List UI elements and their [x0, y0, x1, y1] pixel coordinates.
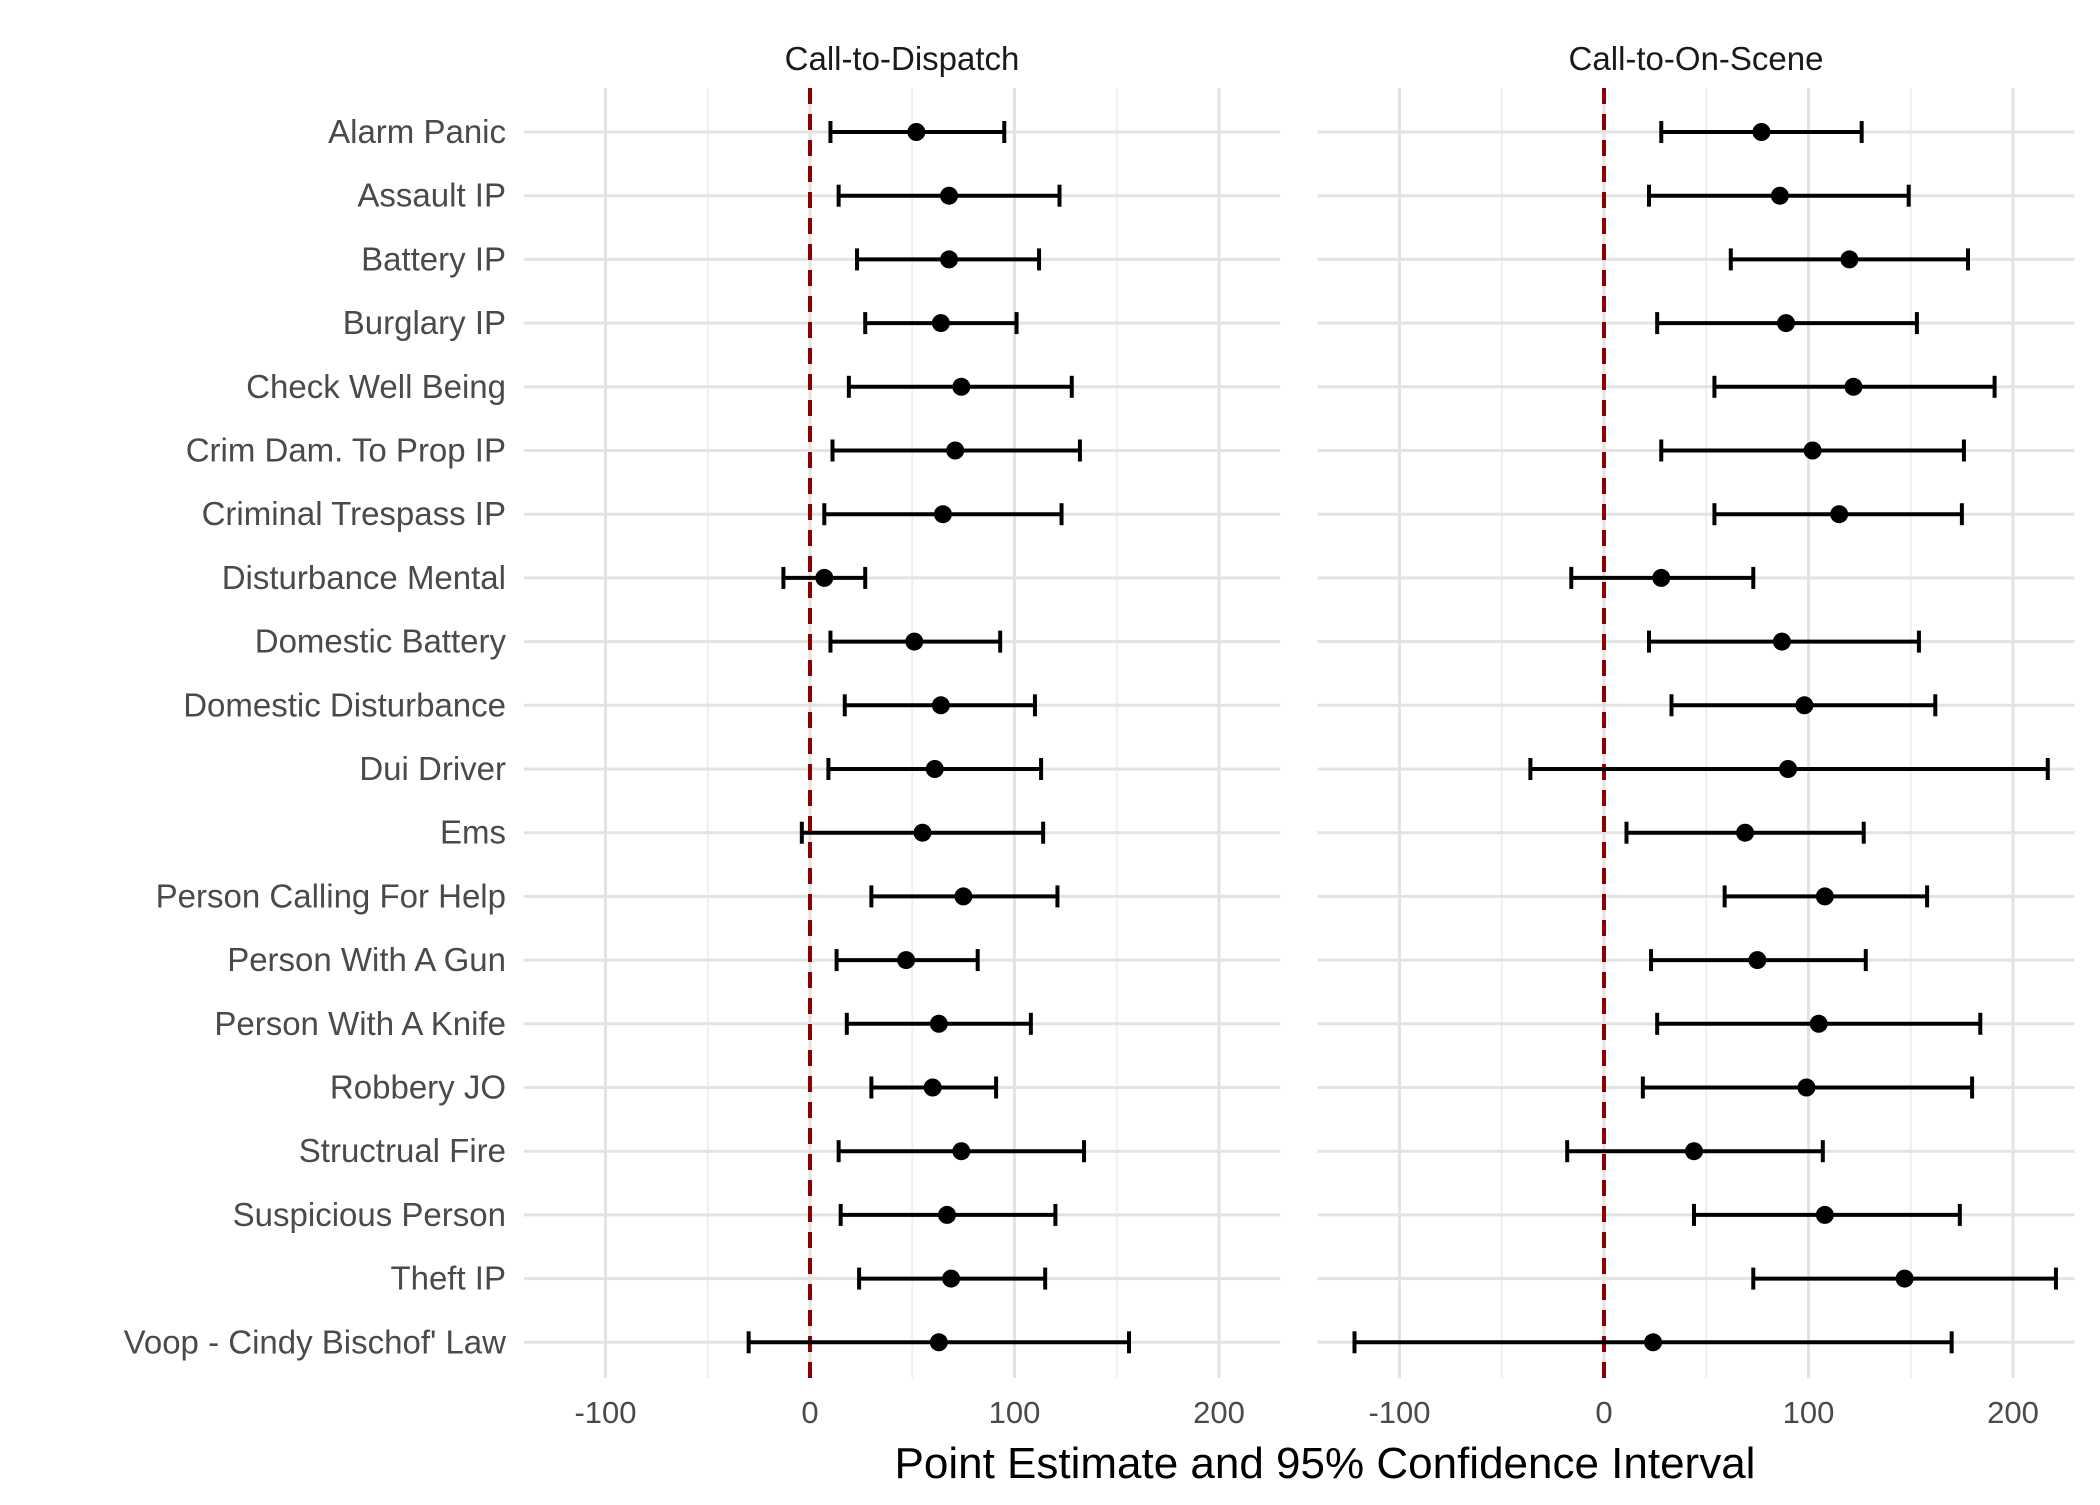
- category-label: Structrual Fire: [299, 1132, 506, 1169]
- x-tick-label: 0: [801, 1395, 818, 1430]
- point-estimate: [1644, 1333, 1663, 1352]
- category-label: Check Well Being: [246, 368, 506, 405]
- category-label: Disturbance Mental: [222, 559, 506, 596]
- point-estimate: [931, 314, 950, 333]
- reference-line-layer: [808, 88, 1606, 1378]
- category-label: Person With A Knife: [214, 1005, 506, 1042]
- category-label: Crim Dam. To Prop IP: [186, 432, 506, 469]
- point-estimate: [1809, 1014, 1828, 1033]
- point-estimate: [1797, 1078, 1816, 1097]
- point-estimate: [1770, 186, 1789, 205]
- category-label: Robbery JO: [330, 1069, 506, 1106]
- point-estimate: [913, 823, 932, 842]
- point-estimate: [1830, 505, 1849, 524]
- point-estimate: [897, 951, 916, 970]
- x-tick-label: 100: [1783, 1395, 1835, 1430]
- category-label: Burglary IP: [343, 304, 506, 341]
- category-label: Suspicious Person: [233, 1196, 506, 1233]
- point-estimate: [929, 1333, 948, 1352]
- point-estimate: [1772, 632, 1791, 651]
- x-axis-title: Point Estimate and 95% Confidence Interv…: [895, 1439, 1756, 1488]
- grid-layer: [523, 88, 2075, 1378]
- point-estimate: [942, 1269, 961, 1288]
- category-label: Alarm Panic: [328, 113, 506, 150]
- point-estimate: [923, 1078, 942, 1097]
- point-estimate: [1895, 1269, 1914, 1288]
- point-estimate: [952, 377, 971, 396]
- point-estimate: [1684, 1142, 1703, 1161]
- point-estimate: [929, 1014, 948, 1033]
- point-estimate: [952, 1142, 971, 1161]
- category-label: Battery IP: [361, 240, 506, 277]
- point-estimate: [1777, 314, 1796, 333]
- point-estimate: [815, 568, 834, 587]
- point-estimate: [1815, 887, 1834, 906]
- x-tick-label: 100: [989, 1395, 1041, 1430]
- x-tick-label: 200: [1193, 1395, 1245, 1430]
- point-estimate: [1736, 823, 1755, 842]
- point-estimate: [933, 505, 952, 524]
- point-estimate: [1840, 250, 1859, 269]
- point-estimate: [1795, 696, 1814, 715]
- point-estimate: [1748, 951, 1767, 970]
- point-estimate: [1752, 123, 1771, 141]
- category-label: Domestic Disturbance: [183, 686, 506, 723]
- point-estimate: [1779, 760, 1798, 778]
- point-estimate: [905, 632, 924, 651]
- x-tick-label: 200: [1987, 1395, 2039, 1430]
- x-tick-label: 0: [1595, 1395, 1612, 1430]
- point-estimate: [907, 123, 926, 141]
- category-label: Assault IP: [357, 177, 506, 214]
- category-label: Dui Driver: [359, 750, 506, 787]
- x-tick-label: -100: [1368, 1395, 1430, 1430]
- point-estimate: [1652, 568, 1671, 587]
- facet-title: Call-to-Dispatch: [785, 40, 1020, 77]
- point-estimate: [954, 887, 973, 906]
- labels-layer: Call-to-Dispatch -100 0 100 200 Call-to-On-Sc…: [124, 40, 2039, 1430]
- point-estimate: [946, 441, 965, 460]
- category-label: Ems: [440, 814, 506, 851]
- point-estimate: [938, 1205, 957, 1224]
- category-label: Person Calling For Help: [156, 877, 506, 914]
- point-estimate: [1815, 1205, 1834, 1224]
- point-estimate: [1844, 377, 1863, 396]
- point-estimate: [925, 760, 944, 778]
- category-label: Person With A Gun: [227, 941, 506, 978]
- point-estimate: [931, 696, 950, 715]
- category-label: Criminal Trespass IP: [202, 495, 506, 532]
- category-label: Domestic Battery: [255, 623, 507, 660]
- point-estimate: [1803, 441, 1822, 460]
- marks-layer: [746, 121, 2058, 1354]
- x-tick-label: -100: [574, 1395, 636, 1430]
- category-label: Theft IP: [390, 1260, 506, 1297]
- point-estimate: [940, 186, 959, 205]
- facet-title: Call-to-On-Scene: [1569, 40, 1824, 77]
- point-estimate: [940, 250, 959, 269]
- category-label: Voop - Cindy Bischof' Law: [124, 1323, 507, 1360]
